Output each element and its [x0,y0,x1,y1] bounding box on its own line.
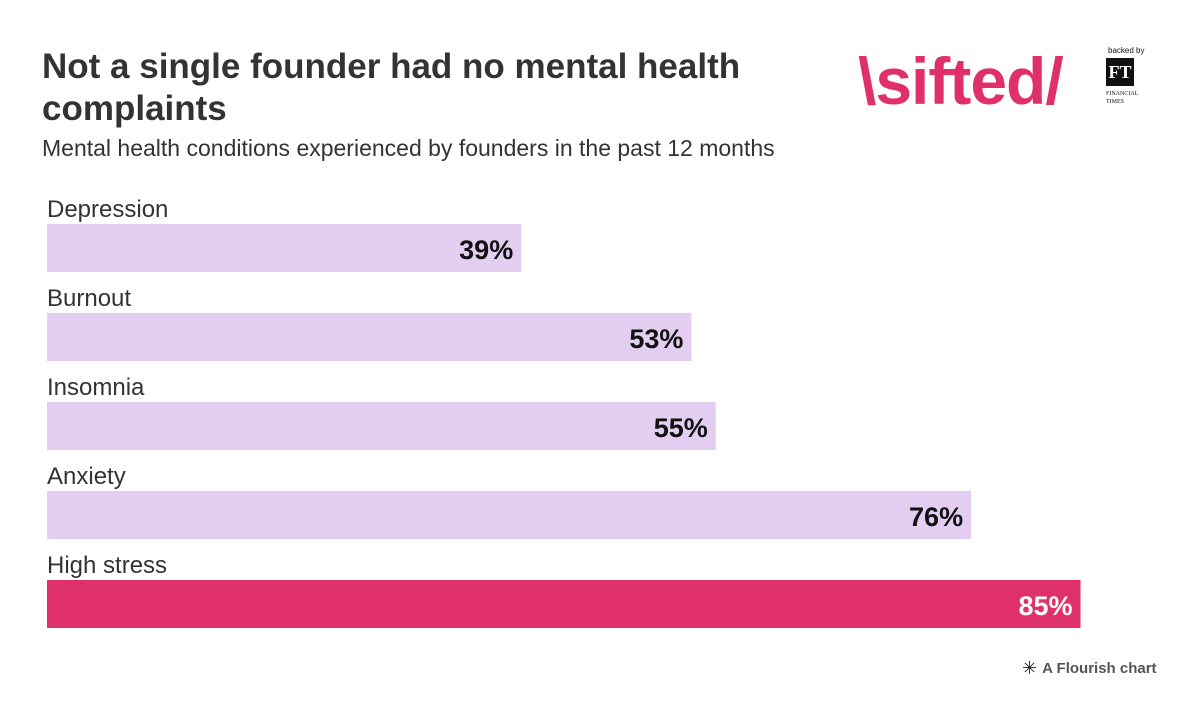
backed-by-label: backed by [1108,46,1145,55]
data-label: 76% [909,502,963,532]
bar[interactable] [47,313,692,361]
category-label: Burnout [47,285,131,312]
data-label: 39% [459,235,513,265]
flourish-asterisk-icon: ✳ [1022,658,1038,678]
ft-logo-caption: FINANCIAL TIMES [1106,90,1138,106]
chart-title: Not a single founder had no mental healt… [42,47,741,128]
ft-caption-line-1: FINANCIAL [1106,91,1139,97]
ft-caption-line-2: TIMES [1106,99,1124,105]
flourish-credit[interactable]: ✳ A Flourish chart [1022,658,1157,679]
data-label: 85% [1018,591,1072,621]
category-label: Anxiety [47,463,126,490]
sifted-logo-text: \sifted/ [858,44,1064,118]
ft-logo: FT [1106,58,1134,86]
bar[interactable] [47,402,716,450]
bar[interactable] [47,491,972,539]
bar[interactable] [47,580,1081,628]
category-label: High stress [47,552,167,579]
chart-subtitle: Mental health conditions experienced by … [42,135,775,161]
bar[interactable] [47,224,522,272]
data-label: 55% [654,413,708,443]
category-label: Depression [47,196,168,223]
flourish-credit-text: A Flourish chart [1042,660,1157,677]
data-label: 53% [629,324,683,354]
sifted-logo: \sifted/ backed by FT FINANCIAL TIMES [858,46,1168,118]
category-label: Insomnia [47,374,145,401]
